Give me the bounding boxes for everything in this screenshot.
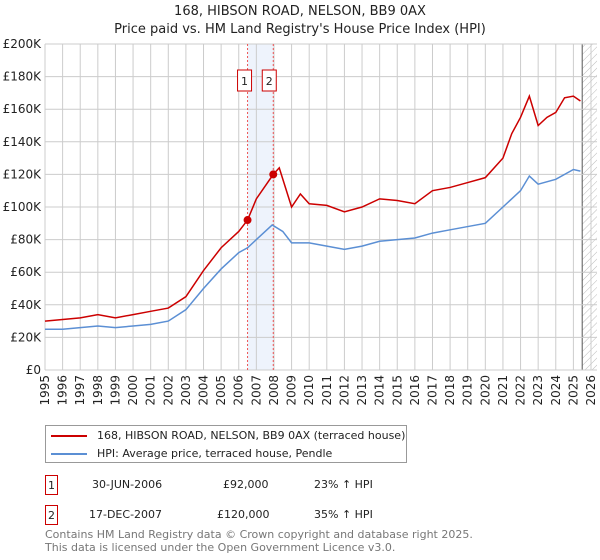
y-tick-label: £180K xyxy=(3,70,43,84)
x-tick-label: 2003 xyxy=(179,375,193,406)
transaction-delta: 35% ↑ HPI xyxy=(314,508,373,521)
x-tick-label: 2022 xyxy=(514,375,528,406)
property-price-line xyxy=(44,93,581,322)
blue-line-swatch xyxy=(51,452,87,455)
x-tick-label: 2005 xyxy=(214,375,228,406)
x-tick-label: 2007 xyxy=(249,375,263,406)
x-tick-label: 2012 xyxy=(337,375,351,406)
x-tick-label: 2011 xyxy=(320,375,334,406)
x-tick-label: 2002 xyxy=(161,375,175,406)
transaction-price: £92,000 xyxy=(223,478,269,491)
x-tick-label: 2013 xyxy=(355,375,369,406)
marker-badge: 1 xyxy=(45,475,58,495)
x-tick-label: 2016 xyxy=(408,375,422,406)
x-tick-label: 2017 xyxy=(425,375,439,406)
x-tick-label: 2006 xyxy=(232,375,246,406)
x-tick-label: 1999 xyxy=(108,375,122,406)
copyright-text: Contains HM Land Registry data © Crown c… xyxy=(45,528,473,541)
x-tick-label: 2020 xyxy=(478,375,492,406)
x-tick-label: 2026 xyxy=(584,375,598,406)
x-tick-label: 2018 xyxy=(443,375,457,406)
legend: 168, HIBSON ROAD, NELSON, BB9 0AX (terra… xyxy=(45,425,407,463)
hpi-line xyxy=(45,168,581,330)
x-tick-label: 1997 xyxy=(73,375,87,406)
x-tick-label: 2023 xyxy=(531,375,545,406)
sale-point xyxy=(269,170,278,179)
y-tick-label: £40K xyxy=(10,298,42,312)
y-tick-label: £80K xyxy=(10,233,42,247)
red-line-swatch xyxy=(51,434,87,437)
sale-label: 1 xyxy=(241,75,248,88)
transaction-price: £120,000 xyxy=(217,508,270,521)
transaction-date: 30-JUN-2006 xyxy=(92,478,163,491)
legend-label: HPI: Average price, terraced house, Pend… xyxy=(97,447,333,460)
x-tick-label: 2004 xyxy=(197,375,211,406)
x-tick-label: 2001 xyxy=(144,375,158,406)
y-tick-label: £100K xyxy=(3,200,43,214)
sale-point xyxy=(243,216,252,225)
y-tick-label: £120K xyxy=(3,167,43,181)
chart-subtitle: Price paid vs. HM Land Registry's House … xyxy=(114,22,486,37)
x-tick-label: 2009 xyxy=(285,375,299,406)
sale-label-box xyxy=(261,69,277,92)
transaction-delta: 23% ↑ HPI xyxy=(314,478,373,491)
legend-label: 168, HIBSON ROAD, NELSON, BB9 0AX (terra… xyxy=(97,429,406,442)
legend-item-hpi: HPI: Average price, terraced house, Pend… xyxy=(46,445,406,462)
transaction-date: 17-DEC-2007 xyxy=(89,508,163,521)
x-tick-label: 2021 xyxy=(496,375,510,406)
x-tick-label: 2025 xyxy=(566,375,580,406)
y-tick-label: £60K xyxy=(10,265,42,279)
y-tick-label: £140K xyxy=(3,135,43,149)
y-tick-label: £160K xyxy=(3,102,43,116)
x-tick-label: 1998 xyxy=(91,375,105,406)
x-tick-label: 2010 xyxy=(302,375,316,406)
y-tick-label: £200K xyxy=(3,37,43,51)
x-tick-label: 1995 xyxy=(38,375,52,406)
x-tick-label: 2000 xyxy=(126,375,140,406)
x-tick-label: 2015 xyxy=(390,375,404,406)
legend-item-property: 168, HIBSON ROAD, NELSON, BB9 0AX (terra… xyxy=(46,427,406,444)
price-chart: 1995 1996 1997 1998 1999 2000 2001 2002 2003 2004… xyxy=(3,37,598,406)
sale-label: 2 xyxy=(266,75,273,88)
x-tick-label: 2008 xyxy=(267,375,281,406)
x-tick-label: 2014 xyxy=(373,375,387,406)
marker-badge: 2 xyxy=(45,505,58,525)
x-tick-label: 1996 xyxy=(56,375,70,406)
y-tick-label: £20K xyxy=(10,330,42,344)
license-text: This data is licensed under the Open Gov… xyxy=(45,541,396,554)
y-tick-label: £0 xyxy=(26,363,41,377)
x-tick-label: 2019 xyxy=(461,375,475,406)
chart-title: 168, HIBSON ROAD, NELSON, BB9 0AX xyxy=(174,4,426,19)
sale-label-box xyxy=(237,69,253,92)
x-tick-label: 2024 xyxy=(549,375,563,406)
footer: Contains HM Land Registry data © Crown c… xyxy=(45,528,473,554)
